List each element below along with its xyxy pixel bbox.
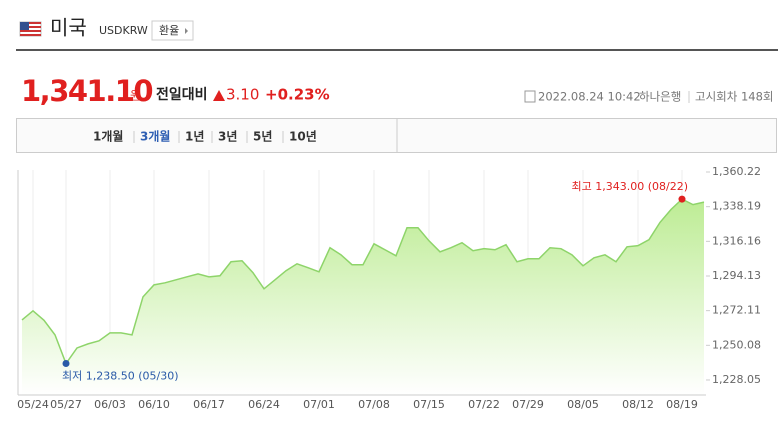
- x-tick-label: 06/24: [248, 398, 280, 411]
- y-tick-label: 1,272.11: [712, 304, 761, 317]
- round: 고시회차 148회: [695, 90, 774, 104]
- x-tick-label: 06/03: [94, 398, 126, 411]
- y-tick-label: 1,294.13: [712, 269, 761, 282]
- tab[interactable]: 1개월: [93, 129, 123, 144]
- x-tick-label: 07/15: [413, 398, 445, 411]
- tab[interactable]: 3년: [218, 130, 237, 144]
- x-tick-label: 05/24: [17, 398, 49, 411]
- x-tick-label: 07/01: [303, 398, 335, 411]
- x-tick-label: 07/22: [468, 398, 500, 411]
- max-point: [678, 195, 686, 203]
- x-tick-label: 05/27: [50, 398, 82, 411]
- x-tick-label: 07/08: [358, 398, 390, 411]
- doc-icon: [524, 90, 536, 103]
- max-label: 최고 1,343.00 (08/22): [571, 180, 688, 193]
- country: 미국: [50, 16, 87, 40]
- flag: [19, 21, 42, 37]
- price: 1,341.10: [21, 74, 152, 108]
- rate-button-label[interactable]: 환율: [159, 24, 179, 37]
- y-tick-label: 1,228.05: [712, 373, 761, 386]
- tab[interactable]: 5년: [253, 130, 272, 144]
- up-icon: [213, 90, 225, 101]
- arrow: [185, 28, 188, 34]
- min-label: 최저 1,238.50 (05/30): [62, 370, 179, 383]
- code: USDKRW: [99, 24, 148, 37]
- min-point: [62, 360, 70, 368]
- x-tick-label: 06/17: [193, 398, 225, 411]
- x-tick-label: 08/12: [622, 398, 654, 411]
- x-tick-label: 06/10: [138, 398, 170, 411]
- change-pct: +0.23%: [265, 86, 330, 104]
- unit: 원: [130, 89, 141, 103]
- bank: 하나은행: [639, 90, 681, 104]
- y-tick-label: 1,338.19: [712, 200, 761, 213]
- x-tick-label: 07/29: [512, 398, 544, 411]
- y-tick-label: 1,316.16: [712, 234, 761, 247]
- line: [21, 198, 705, 366]
- date: 2022.08.24 10:42: [538, 90, 641, 104]
- x-tick-label: 08/05: [567, 398, 599, 411]
- change: 3.10: [226, 86, 259, 104]
- tab[interactable]: 1년: [185, 130, 204, 144]
- tab[interactable]: 10년: [289, 130, 317, 144]
- rate-button[interactable]: [151, 20, 194, 41]
- x-tick-label: 08/19: [666, 398, 698, 411]
- area: [22, 199, 704, 395]
- y-tick-label: 1,250.08: [712, 338, 761, 351]
- tab[interactable]: 3개월: [140, 129, 170, 144]
- change-label: 전일대비: [156, 86, 208, 103]
- y-tick-label: 1,360.22: [712, 165, 761, 178]
- divider: [16, 49, 778, 51]
